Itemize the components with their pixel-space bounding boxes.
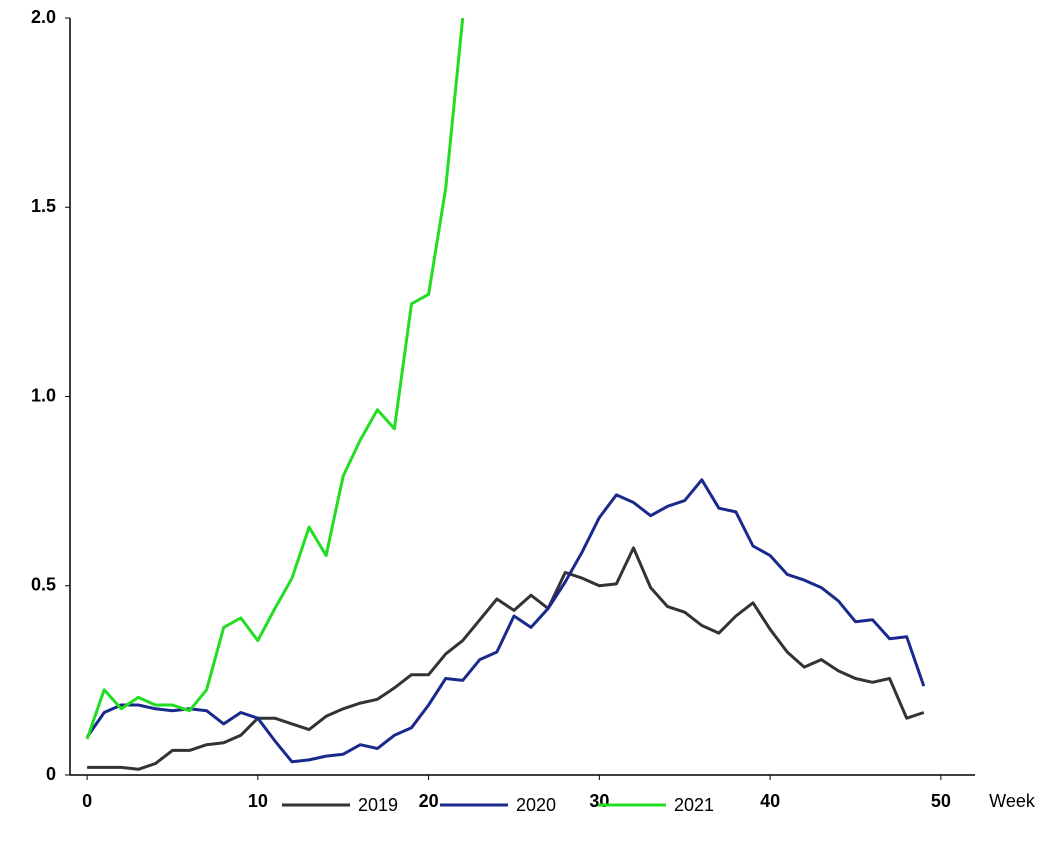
- legend-label: 2019: [358, 795, 398, 815]
- x-axis-label: Week: [989, 791, 1036, 811]
- y-tick-label: 0: [46, 764, 56, 784]
- x-tick-label: 40: [760, 791, 780, 811]
- line-series: [85, 17, 465, 740]
- x-tick-label: 0: [82, 791, 92, 811]
- x-tick-label: 10: [248, 791, 268, 811]
- y-tick-label: 0.5: [31, 575, 56, 595]
- y-tick-label: 1.0: [31, 385, 56, 405]
- line-series: [87, 546, 925, 771]
- x-tick-label: 20: [419, 791, 439, 811]
- y-tick-label: 1.5: [31, 196, 56, 216]
- legend-label: 2020: [516, 795, 556, 815]
- y-tick-label: 2.0: [31, 7, 56, 27]
- x-tick-label: 50: [931, 791, 951, 811]
- line-series: [85, 478, 926, 764]
- x-tick-label: 30: [589, 791, 609, 811]
- legend-label: 2021: [674, 795, 714, 815]
